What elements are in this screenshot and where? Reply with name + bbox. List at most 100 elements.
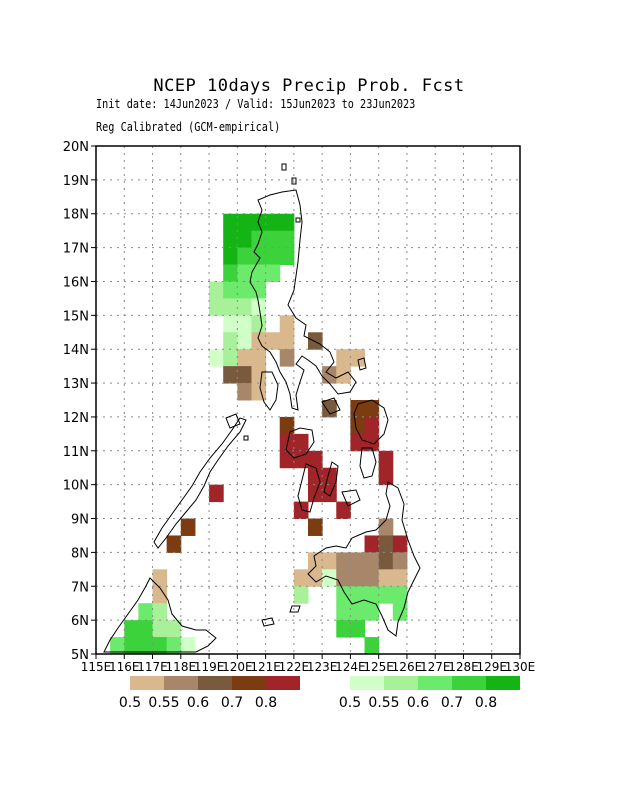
- init-valid-subtitle: Init date: 14Jun2023 / Valid: 15Jun2023 …: [96, 97, 416, 111]
- coastline-mindoro: [259, 371, 279, 411]
- legend-dry-label: 0.55: [148, 695, 179, 711]
- legend-wet-swatch-4: [486, 676, 520, 690]
- lat-tick-label: 16N: [63, 275, 89, 290]
- lon-tick-label: 118E: [166, 660, 197, 674]
- prob-cell-92: [364, 569, 380, 587]
- prob-cell-1: [237, 213, 252, 232]
- prob-cell-0: [223, 213, 238, 232]
- prob-cell-19: [209, 281, 224, 299]
- prob-cell-60: [364, 433, 380, 452]
- coastline-bohol: [341, 489, 361, 507]
- legend-dry-label: 0.5: [119, 695, 141, 711]
- prob-cell-105: [336, 603, 351, 621]
- prob-cell-3: [265, 213, 281, 232]
- coastlines: [103, 163, 421, 653]
- lat-tick-label: 14N: [63, 343, 89, 358]
- prob-cell-87: [293, 569, 309, 587]
- coastline-mindanao: [307, 481, 421, 637]
- lat-tick-label: 7N: [71, 580, 89, 595]
- coastline-borneo: [103, 577, 217, 653]
- lat-tick-label: 5N: [71, 648, 89, 663]
- lon-tick-label: 120E: [222, 660, 253, 674]
- legend-dry-label: 0.7: [221, 695, 243, 711]
- coastline-cuyo: [243, 435, 249, 441]
- lon-tick-label: 117E: [137, 660, 168, 674]
- coastline-catanduanes: [357, 357, 367, 371]
- map-title: NCEP 10days Precip Prob. Fcst: [153, 76, 465, 96]
- prob-cell-118: [152, 637, 168, 655]
- lat-tick-label: 15N: [63, 309, 89, 324]
- prob-cell-100: [378, 586, 394, 604]
- lon-tick-label: 129E: [476, 660, 507, 674]
- legend-wet-swatch-2: [418, 676, 452, 690]
- prob-cell-71: [293, 501, 309, 520]
- prob-cell-89: [322, 569, 337, 587]
- coastline-cebu: [323, 461, 339, 497]
- prob-cell-14: [279, 247, 295, 266]
- lat-tick-label: 11N: [63, 445, 89, 460]
- lat-tick-label: 12N: [63, 411, 89, 426]
- prob-cell-76: [166, 535, 182, 553]
- prob-cell-5: [223, 230, 238, 249]
- coastline-islet-north: [295, 217, 301, 223]
- prob-cell-6: [237, 230, 252, 249]
- prob-cell-4: [279, 213, 295, 232]
- prob-cell-86: [392, 552, 408, 570]
- prob-cell-96: [293, 586, 309, 604]
- prob-cell-74: [308, 518, 323, 536]
- lon-tick-label: 119E: [194, 660, 225, 674]
- prob-cell-59: [350, 433, 366, 452]
- lat-tick-label: 19N: [63, 174, 89, 189]
- prob-cell-40: [251, 349, 267, 367]
- lat-tick-label: 18N: [63, 208, 89, 223]
- prob-cell-31: [223, 332, 238, 350]
- lon-tick-label: 125E: [363, 660, 394, 674]
- legend-wet-label: 0.8: [475, 695, 497, 711]
- legend-wet-label: 0.6: [407, 695, 429, 711]
- prob-cell-114: [350, 620, 366, 638]
- prob-cell-107: [364, 603, 380, 621]
- prob-cell-33: [251, 332, 267, 350]
- prob-cell-109: [124, 620, 139, 638]
- prob-cell-15: [223, 264, 238, 282]
- lon-tick-label: 121E: [250, 660, 281, 674]
- prob-cell-94: [392, 569, 408, 587]
- prob-cell-79: [392, 535, 408, 553]
- prob-cell-120: [180, 637, 196, 655]
- coastline-luzon: [249, 189, 357, 411]
- prob-cell-64: [378, 450, 394, 469]
- legend-wet-swatch-1: [384, 676, 418, 690]
- prob-cell-29: [251, 315, 267, 333]
- prob-cell-58: [293, 433, 309, 452]
- prob-cell-81: [322, 552, 337, 570]
- coastline-batanes: [291, 177, 297, 185]
- prob-cell-56: [364, 416, 380, 435]
- prob-cell-57: [279, 433, 295, 452]
- prob-cell-13: [265, 247, 281, 266]
- prob-cell-48: [336, 366, 351, 384]
- prob-cell-101: [392, 586, 408, 604]
- legend-dry-swatch-3: [232, 676, 266, 690]
- coastline-leyte: [359, 447, 377, 479]
- prob-cell-111: [152, 620, 168, 638]
- prob-cell-41: [279, 349, 295, 367]
- legend-wet: 0.5 0.55 0.6 0.7 0.8: [339, 676, 520, 711]
- prob-cell-62: [293, 450, 309, 469]
- prob-cell-93: [378, 569, 394, 587]
- prob-cell-2: [251, 213, 267, 232]
- prob-cell-117: [138, 637, 154, 655]
- prob-cell-104: [152, 603, 168, 621]
- lat-tick-label: 17N: [63, 242, 89, 257]
- prob-cell-18: [265, 264, 281, 282]
- prob-cell-38: [223, 349, 238, 367]
- prob-cell-7: [251, 230, 267, 249]
- prob-cell-102: [152, 586, 168, 604]
- legend-dry-swatch-2: [198, 676, 232, 690]
- prob-cell-54: [279, 416, 295, 435]
- legend-dry-label: 0.8: [255, 695, 277, 711]
- lon-tick-labels: 115E116E117E118E119E120E121E122E123E124E…: [81, 654, 535, 674]
- legend-wet-swatch-3: [452, 676, 486, 690]
- prob-cell-27: [223, 315, 238, 333]
- legend-dry: 0.5 0.55 0.6 0.7 0.8: [119, 676, 300, 711]
- legend-wet-label: 0.55: [368, 695, 399, 711]
